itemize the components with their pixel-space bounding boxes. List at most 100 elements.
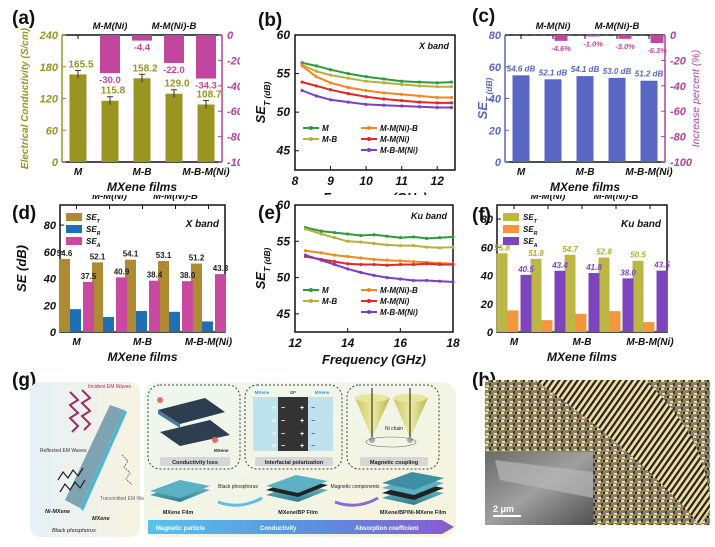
chart-e-se-ku-band: 45 50 55 60 12 14 16 18 Frequency (GHz) SET (dB) K… <box>253 198 460 367</box>
series-point-b <box>400 92 404 96</box>
series-point-e <box>425 262 429 266</box>
bar-d-se-t <box>158 261 169 332</box>
bar-label-d: 37.5 <box>81 272 97 281</box>
chart-b-se-x-band: 45 50 55 60 8 9 10 11 12 Frequency (GHz) SET (dB) X… <box>253 28 456 195</box>
step-label-1: Black phosphorus <box>218 484 258 490</box>
series-line-e-m-mni <box>305 255 453 267</box>
panel-label-a: (a) <box>12 8 36 29</box>
series-point-b <box>382 81 386 85</box>
x-tick-label-c: M <box>517 167 526 178</box>
y2-tick-label-a: 0 <box>227 30 234 42</box>
y-axis-title-d: SE (dB) <box>14 245 29 292</box>
scale-bar-label: 2 μm <box>493 504 514 514</box>
series-point-b <box>400 98 404 103</box>
legend-label-d: SER <box>86 225 101 237</box>
bar-label-a: 115.8 <box>101 86 126 97</box>
series-point-e <box>398 236 402 240</box>
series-point-e <box>451 262 455 267</box>
series-point-b <box>417 105 422 109</box>
step-label-2: Magnetic components <box>331 484 380 490</box>
top-label-c: M-M(Ni) <box>536 21 571 32</box>
series-point-b <box>435 85 439 89</box>
series-point-e <box>346 267 350 271</box>
legend-marker-b <box>309 137 313 141</box>
bar-d-se-a <box>149 280 160 332</box>
mxene-slab <box>65 405 124 508</box>
legend-swatch-d <box>66 225 82 233</box>
y-tick-label-f: 80 <box>481 214 494 226</box>
bar-label-c: 51.2 dB <box>635 70 664 79</box>
series-point-b <box>449 80 454 84</box>
chart-a-conductivity: 0 60 120 180 240 M M-B M-B-M(Ni) M-M(Ni) M-M(Ni)-… <box>20 21 240 194</box>
reflected-wave-icon <box>57 467 84 481</box>
series-point-e <box>398 259 402 263</box>
bar-c-increase-percent <box>618 35 632 39</box>
bar-label-d: 40.9 <box>114 267 130 276</box>
panel-label-d: (d) <box>12 203 37 224</box>
bar-label-f: 54.7 <box>562 245 578 254</box>
y-tick-label-d: 40 <box>43 274 57 286</box>
bar-d-se-r <box>103 317 114 332</box>
transmitted-wave-icon <box>121 454 133 486</box>
bar-f-se-r <box>609 311 621 332</box>
legend-label-b: M-B <box>322 135 337 144</box>
holography-micrograph: 2 μm <box>485 380 710 525</box>
svg-text:−: − <box>311 405 315 412</box>
bar-a-electrical-conductivity <box>197 104 215 162</box>
bar-f-se-t <box>632 260 644 332</box>
series-point-e <box>332 262 337 267</box>
y-tick-label-a: 120 <box>40 94 59 106</box>
series-point-b <box>417 80 422 84</box>
series-point-e <box>303 253 308 257</box>
bar-f-se-a <box>588 273 600 332</box>
svg-text:−: − <box>311 443 315 450</box>
series-point-e <box>346 254 350 259</box>
y-tick-label-a: 240 <box>39 30 59 42</box>
series-point-e <box>438 236 442 240</box>
mxene-label: MXene <box>92 516 110 522</box>
series-line-b-m-b-mni <box>301 89 452 109</box>
svg-text:−: − <box>281 443 285 450</box>
series-line-b-m <box>301 61 452 84</box>
series-point-e <box>319 232 323 236</box>
film-bp-icon <box>266 475 328 502</box>
y-axis-title-e: SET (dB) <box>253 247 272 289</box>
legend-swatch-d <box>66 213 82 221</box>
series-point-b <box>382 103 386 107</box>
y2-tick-label-a: -80 <box>227 132 240 144</box>
bar-label-f: 43.4 <box>551 261 568 270</box>
bar-d-se-a <box>182 281 193 332</box>
series-point-e <box>411 260 416 264</box>
series-point-e <box>372 233 376 237</box>
band-annotation-f: Ku band <box>621 219 662 230</box>
series-point-b <box>314 64 318 68</box>
series-point-e <box>332 236 337 240</box>
legend-label-e: M-B-M(Ni) <box>380 308 418 317</box>
bar-label-d: 38.0 <box>180 271 196 280</box>
bar-label-f: 52.8 <box>596 247 612 256</box>
bar-d-se-r <box>169 311 180 332</box>
series-point-e <box>438 279 442 283</box>
bar-label-f: 38.0 <box>620 268 636 277</box>
step-arrow-1 <box>217 496 263 507</box>
series-point-e <box>451 280 455 284</box>
x-axis-title-f: MXene films <box>547 350 617 364</box>
y2-tick-label-c: -80 <box>670 132 687 144</box>
bar-d-se-a <box>83 281 94 332</box>
legend-marker-b <box>309 126 313 130</box>
legend-label-b: M-M(Ni)-B <box>380 124 418 133</box>
series-line-e-m-mni-b <box>305 249 454 265</box>
box1-caption: Conductivity loss <box>172 460 218 466</box>
band-annotation-d: X band <box>185 219 220 230</box>
x-tick-label-e: 18 <box>446 336 460 350</box>
x-tick-label-d: M-B-M(Ni) <box>185 337 233 348</box>
bar-label-a: 165.5 <box>68 59 93 70</box>
svg-text:+: + <box>272 405 276 412</box>
bar-a-increase-percent <box>132 35 152 41</box>
box2-mxene-left: MXene <box>255 390 270 395</box>
bar-label-a: 158.2 <box>132 63 157 74</box>
bar-label-d: 53.1 <box>156 251 172 260</box>
bar-f-se-r <box>575 313 587 332</box>
series-point-e <box>398 262 402 267</box>
bar-label-c: 52.1 dB <box>539 68 568 77</box>
